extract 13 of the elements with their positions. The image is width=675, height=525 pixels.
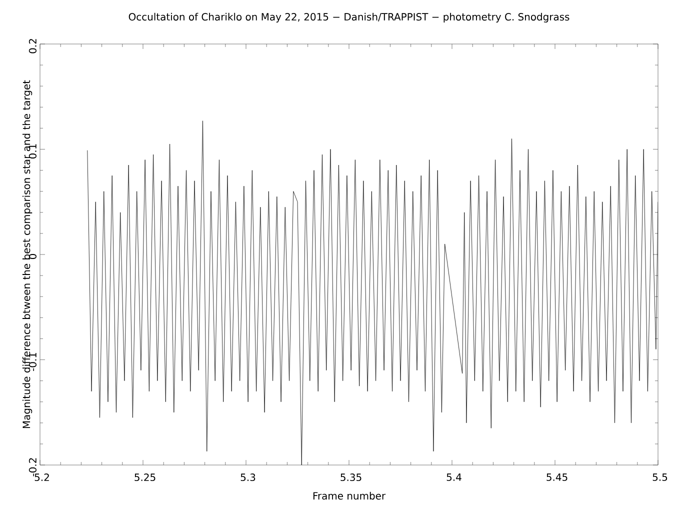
x-tick-label: 5.2 bbox=[34, 474, 49, 482]
chart-title: Occultation of Chariklo on May 22, 2015 − Danish/TRAPPIST − photometry C. Snodgrass bbox=[128, 12, 570, 23]
y-tick-label: -0.1 bbox=[28, 352, 36, 371]
x-tick-label: 5.5 bbox=[652, 474, 668, 481]
y-tick-label: -0.2 bbox=[28, 458, 36, 476]
y-tick-label: 0.2 bbox=[28, 39, 36, 54]
line-series bbox=[87, 120, 658, 465]
x-axis-title: Frame number bbox=[313, 492, 386, 500]
x-tick-label: 5.3 bbox=[240, 474, 256, 482]
x-tick-label: 5.45 bbox=[546, 474, 568, 481]
x-tick-label: 5.25 bbox=[134, 474, 156, 482]
x-tick-label: 5.4 bbox=[446, 474, 462, 481]
x-tick-label: 5.35 bbox=[340, 474, 362, 482]
